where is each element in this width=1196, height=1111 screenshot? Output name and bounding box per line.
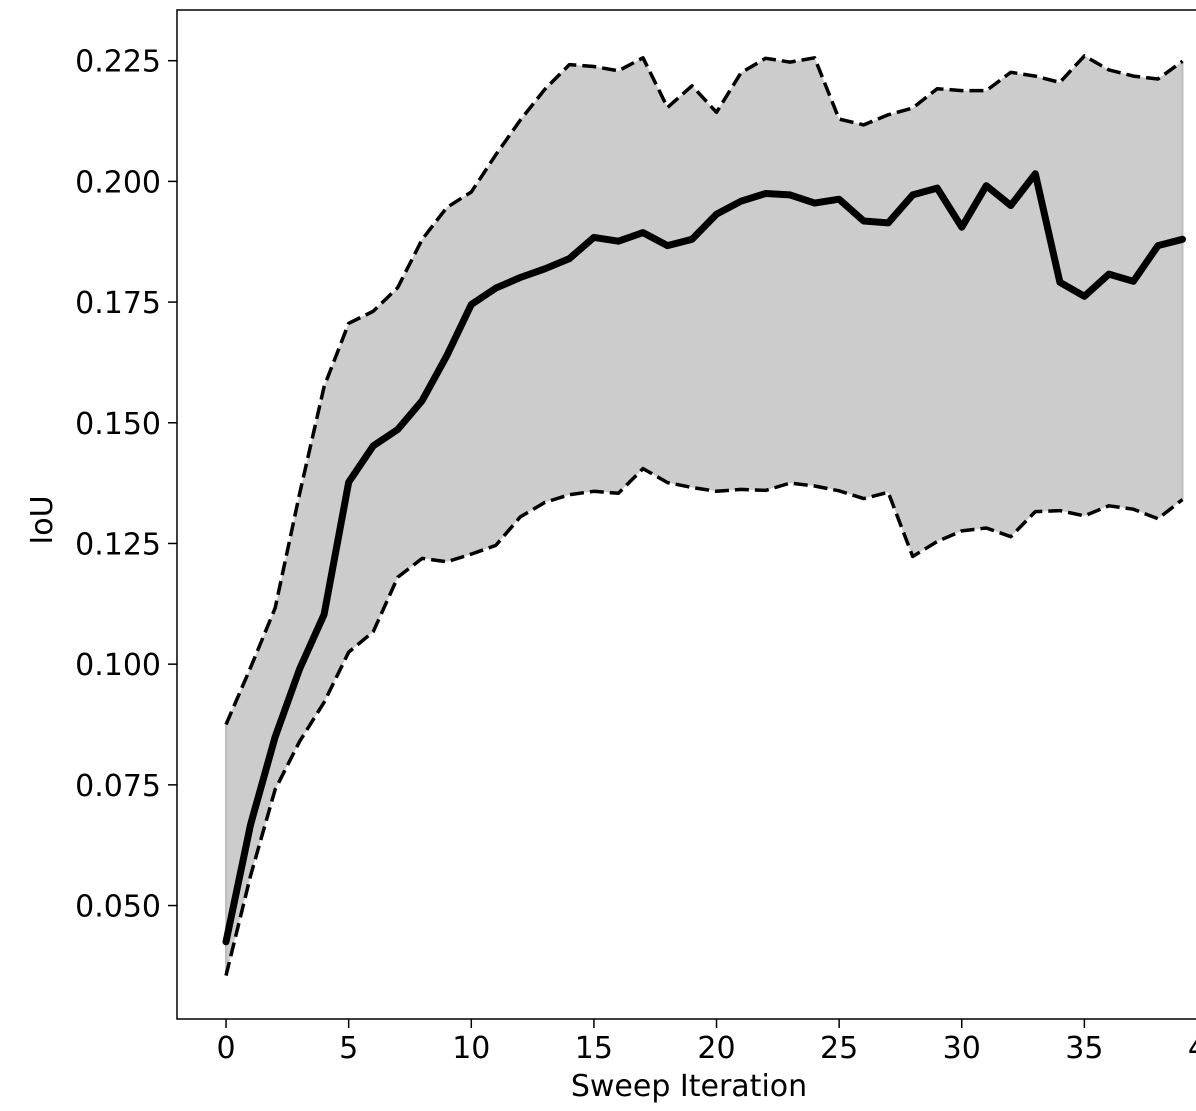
y-tick-label: 0.100 [75,648,161,683]
x-tick-label: 0 [217,1031,236,1066]
x-axis-label: Sweep Iteration [571,1069,807,1104]
x-tick-label: 10 [452,1031,490,1066]
x-tick-label: 20 [697,1031,735,1066]
x-tick-label: 40 [1188,1031,1196,1066]
x-axis-ticks: 0 5 10 15 20 25 30 35 40 [217,1019,1196,1066]
y-tick-label: 0.200 [75,165,161,200]
lower-bound-line [224,466,1184,977]
y-tick-label: 0.125 [75,527,161,562]
confidence-band [226,55,1183,976]
y-tick-label: 0.175 [75,286,161,321]
x-tick-label: 35 [1065,1031,1103,1066]
y-axis-ticks: 0.050 0.075 0.100 0.125 0.150 0.175 0.200 0.225 [75,45,177,925]
plot-frame [176,9,1196,1020]
x-tick-label: 30 [943,1031,981,1066]
y-axis-label: IoU [25,495,60,544]
y-tick-label: 0.075 [75,769,161,804]
y-tick-label: 0.150 [75,407,161,442]
x-tick-label: 15 [575,1031,613,1066]
x-tick-label: 25 [820,1031,858,1066]
upper-bound-line [224,54,1184,726]
x-tick-label: 5 [339,1031,358,1066]
y-tick-label: 0.225 [75,45,161,80]
mean-iou-line [222,170,1186,946]
y-tick-label: 0.050 [75,890,161,925]
